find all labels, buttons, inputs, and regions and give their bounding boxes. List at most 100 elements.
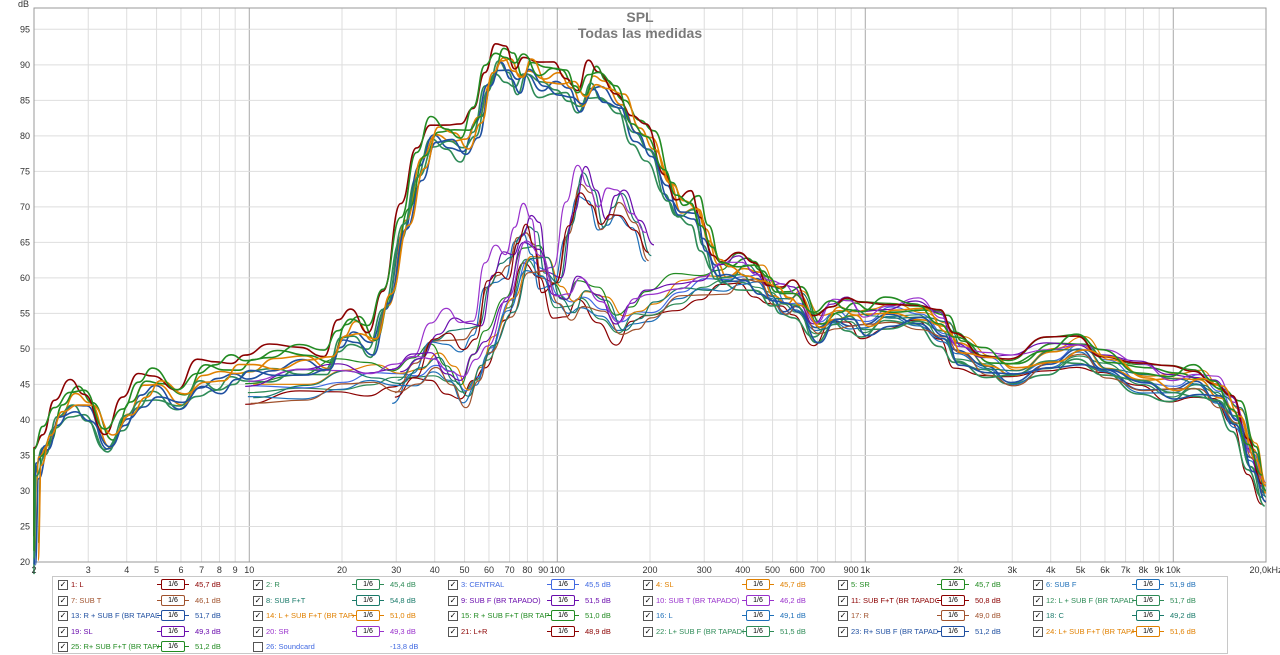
series-visibility-checkbox[interactable]: ✓: [1033, 626, 1043, 637]
legend-series-name[interactable]: 1: L: [71, 580, 84, 589]
series-visibility-checkbox[interactable]: ✓: [253, 580, 263, 590]
series-visibility-checkbox[interactable]: ✓: [838, 611, 848, 621]
smoothing-badge[interactable]: 1/6: [937, 594, 969, 606]
legend-series-name[interactable]: 24: L+ SUB F+T (BR TAPADO): [1046, 626, 1134, 636]
smoothing-badge[interactable]: 1/6: [1132, 625, 1164, 637]
smoothing-badge[interactable]: 1/6: [742, 610, 774, 621]
legend-series-name[interactable]: 8: SUB F+T: [266, 595, 306, 605]
legend-series-level: 46,2 dB: [780, 595, 806, 605]
x-tick-label: 6k: [1100, 565, 1110, 575]
smoothing-badge[interactable]: 1/6: [547, 610, 579, 621]
x-tick-label: 7: [199, 565, 204, 575]
legend-series-name[interactable]: 12: L + SUB F (BR TAPADO): [1046, 595, 1134, 605]
smoothing-badge[interactable]: 1/6: [937, 579, 969, 590]
series-visibility-checkbox[interactable]: ✓: [1033, 580, 1043, 590]
plot-frame: [33, 7, 1267, 563]
smoothing-badge[interactable]: 1/6: [352, 579, 384, 590]
smoothing-badge[interactable]: 1/6: [157, 625, 189, 637]
smoothing-badge[interactable]: 1/6: [547, 579, 579, 590]
series-visibility-checkbox[interactable]: ✓: [58, 626, 68, 637]
legend-series-name[interactable]: 18: C: [1046, 611, 1064, 620]
x-tick-label: 300: [697, 565, 712, 575]
legend-series-name[interactable]: 5: SR: [851, 580, 870, 589]
series-visibility-checkbox[interactable]: ✓: [58, 642, 68, 652]
legend-series-name[interactable]: 9: SUB F (BR TAPADO): [461, 595, 541, 605]
legend-series-level: 51,0 dB: [390, 611, 416, 620]
legend-item: ✓15: R + SUB F+T (BR TAPADO)1/6 51,0 dB: [445, 609, 640, 623]
series-visibility-checkbox[interactable]: ✓: [643, 580, 653, 590]
legend-series-name[interactable]: 11: SUB F+T (BR TAPADO): [851, 595, 939, 605]
legend-series-level: 51,2 dB: [195, 642, 221, 651]
series-visibility-checkbox[interactable]: ✓: [838, 580, 848, 590]
legend-series-name[interactable]: 15: R + SUB F+T (BR TAPADO): [461, 611, 549, 620]
smoothing-badge[interactable]: 1/6: [742, 625, 774, 637]
smoothing-badge[interactable]: 1/6: [742, 594, 774, 606]
series-visibility-checkbox[interactable]: ✓: [253, 611, 263, 621]
curves: [33, 42, 1267, 575]
legend-series-name[interactable]: 3: CENTRAL: [461, 580, 505, 589]
smoothing-badge[interactable]: 1/6: [742, 579, 774, 590]
series-visibility-checkbox[interactable]: ✓: [448, 595, 458, 606]
series-line-25: [33, 52, 1263, 551]
series-visibility-checkbox[interactable]: ✓: [838, 626, 848, 637]
series-visibility-checkbox[interactable]: ✓: [448, 626, 458, 637]
series-visibility-checkbox[interactable]: ✓: [58, 595, 68, 606]
x-tick-label: 8: [217, 565, 222, 575]
smoothing-badge[interactable]: 1/6: [352, 625, 384, 637]
smoothing-badge[interactable]: 1/6: [157, 610, 189, 621]
legend-series-name[interactable]: 17: R: [851, 611, 869, 620]
legend-series-name[interactable]: 4: SL: [656, 580, 674, 589]
smoothing-badge[interactable]: 1/6: [547, 594, 579, 606]
x-tick-label: 3: [86, 565, 91, 575]
series-visibility-checkbox[interactable]: ✓: [643, 595, 653, 606]
smoothing-badge[interactable]: 1/6: [937, 625, 969, 637]
legend-series-name[interactable]: 20: SR: [266, 626, 289, 636]
legend-series-name[interactable]: 19: SL: [71, 626, 93, 636]
spl-chart: 2 3 4 5 6 7 8 9 10 20 30 40 50 60 70 80 90 100 200 300 400 50…: [18, 0, 1280, 575]
legend-series-name[interactable]: 14: L + SUB F+T (BR TAPADO): [266, 611, 354, 620]
series-visibility-checkbox[interactable]: ✓: [838, 595, 848, 606]
series-visibility-checkbox[interactable]: [253, 642, 263, 652]
smoothing-badge[interactable]: 1/6: [547, 625, 579, 637]
smoothing-badge[interactable]: 1/6: [1132, 610, 1164, 621]
x-tick-label: 700: [810, 565, 825, 575]
series-visibility-checkbox[interactable]: ✓: [1033, 611, 1043, 621]
legend-series-name[interactable]: 23: R+ SUB F (BR TAPADO): [851, 626, 939, 636]
legend-series-level: 51,5 dB: [585, 595, 611, 605]
series-visibility-checkbox[interactable]: ✓: [643, 611, 653, 621]
series-visibility-checkbox[interactable]: ✓: [448, 611, 458, 621]
legend-series-level: 45,7 dB: [780, 580, 806, 589]
legend-series-name[interactable]: 10: SUB T (BR TAPADO): [656, 595, 740, 605]
x-tick-label: 2k: [953, 565, 963, 575]
smoothing-badge[interactable]: 1/6: [1132, 579, 1164, 590]
series-visibility-checkbox[interactable]: ✓: [58, 611, 68, 621]
legend-item: ✓ 20: SR 1/6 49,3 dB: [250, 625, 445, 639]
smoothing-badge[interactable]: 1/6: [937, 610, 969, 621]
y-tick-label: 40: [20, 415, 30, 425]
legend-series-name[interactable]: 13: R + SUB F (BR TAPADO): [71, 611, 159, 620]
legend-series-name[interactable]: 25: R+ SUB F+T (BR TAPADO): [71, 642, 159, 651]
y-tick-label: 85: [20, 95, 30, 105]
series-visibility-checkbox[interactable]: ✓: [1033, 595, 1043, 606]
x-tick-label: 600: [789, 565, 804, 575]
series-visibility-checkbox[interactable]: ✓: [253, 595, 263, 606]
legend-series-name[interactable]: 21: L+R: [461, 626, 488, 636]
smoothing-badge[interactable]: 1/6: [352, 610, 384, 621]
legend-series-name[interactable]: 2: R: [266, 580, 280, 589]
legend-series-name[interactable]: 22: L+ SUB F (BR TAPADO): [656, 626, 744, 636]
smoothing-badge[interactable]: 1/6: [157, 594, 189, 606]
smoothing-badge[interactable]: 1/6: [352, 594, 384, 606]
series-visibility-checkbox[interactable]: ✓: [448, 580, 458, 590]
legend-series-name[interactable]: 26: Soundcard: [266, 642, 315, 651]
legend-series-name[interactable]: 6: SUB F: [1046, 580, 1077, 589]
legend-series-name[interactable]: 16: L: [656, 611, 673, 620]
series-visibility-checkbox[interactable]: ✓: [253, 626, 263, 637]
smoothing-badge[interactable]: 1/6: [157, 641, 189, 652]
series-visibility-checkbox[interactable]: ✓: [58, 580, 68, 590]
legend-series-name[interactable]: 7: SUB T: [71, 595, 102, 605]
x-tick-label: 400: [735, 565, 750, 575]
smoothing-badge[interactable]: 1/6: [1132, 594, 1164, 606]
series-line-13: [33, 69, 1266, 566]
smoothing-badge[interactable]: 1/6: [157, 579, 189, 590]
series-visibility-checkbox[interactable]: ✓: [643, 626, 653, 637]
